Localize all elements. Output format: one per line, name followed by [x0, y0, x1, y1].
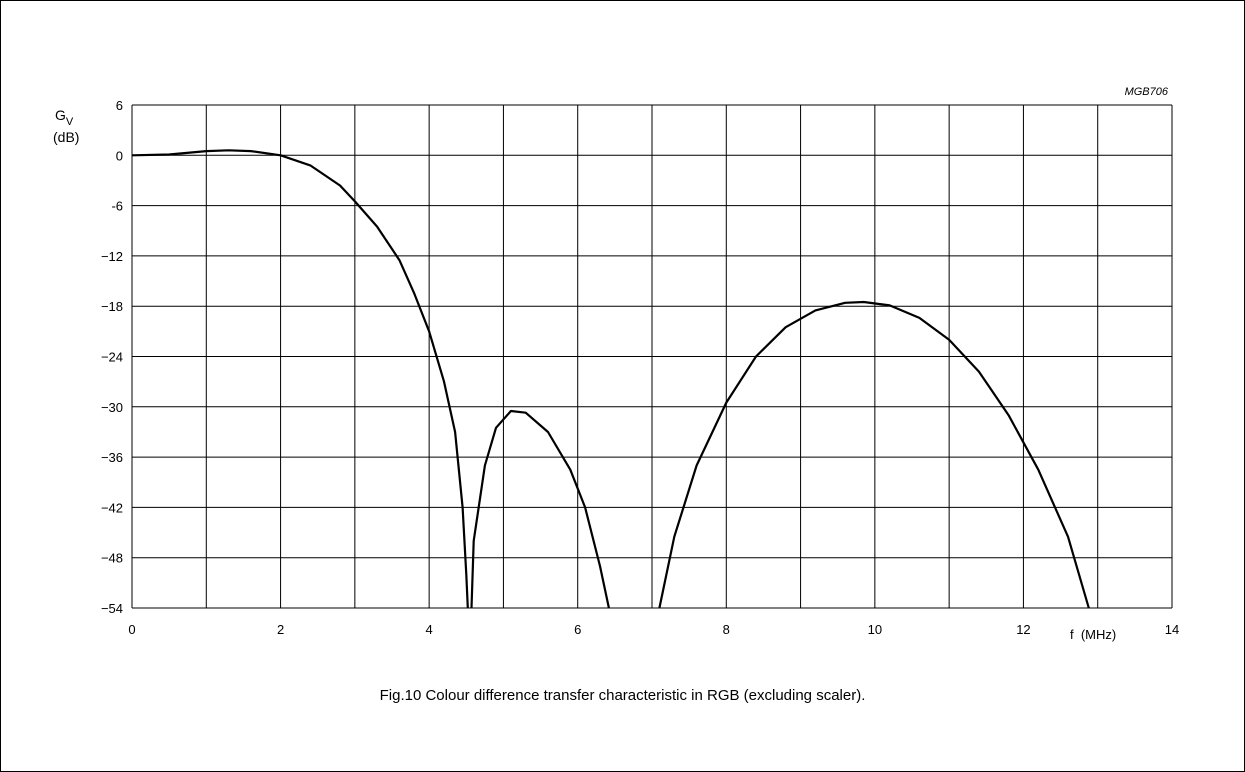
figure-caption: Fig.10 Colour difference transfer charac…	[0, 687, 1245, 704]
x-tick-label: 8	[723, 622, 730, 637]
y-tick-label: −30	[101, 400, 123, 415]
y-tick-label: 0	[116, 148, 123, 163]
y-tick-label: −42	[101, 500, 123, 515]
x-axis-label: f (MHz)	[1070, 627, 1116, 642]
x-tick-label: 0	[128, 622, 135, 637]
y-axis-label-subscript: V	[66, 116, 74, 128]
y-tick-labels: 6 0 -6 −12 −18 −24 −30 −36 −42 −48 −54	[101, 98, 123, 616]
x-tick-labels: 0 2 4 6 8 10 12 14	[128, 622, 1179, 637]
x-tick-label: 12	[1016, 622, 1030, 637]
y-axis-unit: (dB)	[53, 129, 79, 145]
y-tick-label: −18	[101, 299, 123, 314]
y-tick-label: −48	[101, 551, 123, 566]
x-tick-label: 4	[426, 622, 433, 637]
y-tick-label: −36	[101, 450, 123, 465]
y-tick-label: −24	[101, 350, 123, 365]
y-axis-label: GV	[55, 107, 74, 128]
y-tick-label: 6	[116, 98, 123, 113]
grid	[132, 105, 1172, 608]
x-tick-label: 14	[1165, 622, 1179, 637]
y-tick-label: -6	[111, 199, 123, 214]
figure-code: MGB706	[1125, 86, 1169, 98]
curve-segment	[659, 302, 1088, 608]
curve-segment	[132, 150, 468, 608]
curve-segment	[472, 411, 609, 608]
y-axis-label-main: G	[55, 107, 66, 123]
x-tick-label: 2	[277, 622, 284, 637]
x-tick-label: 6	[574, 622, 581, 637]
y-tick-label: −12	[101, 249, 123, 264]
y-tick-label: −54	[101, 601, 123, 616]
response-curve	[132, 150, 1089, 608]
x-tick-label: 10	[868, 622, 882, 637]
